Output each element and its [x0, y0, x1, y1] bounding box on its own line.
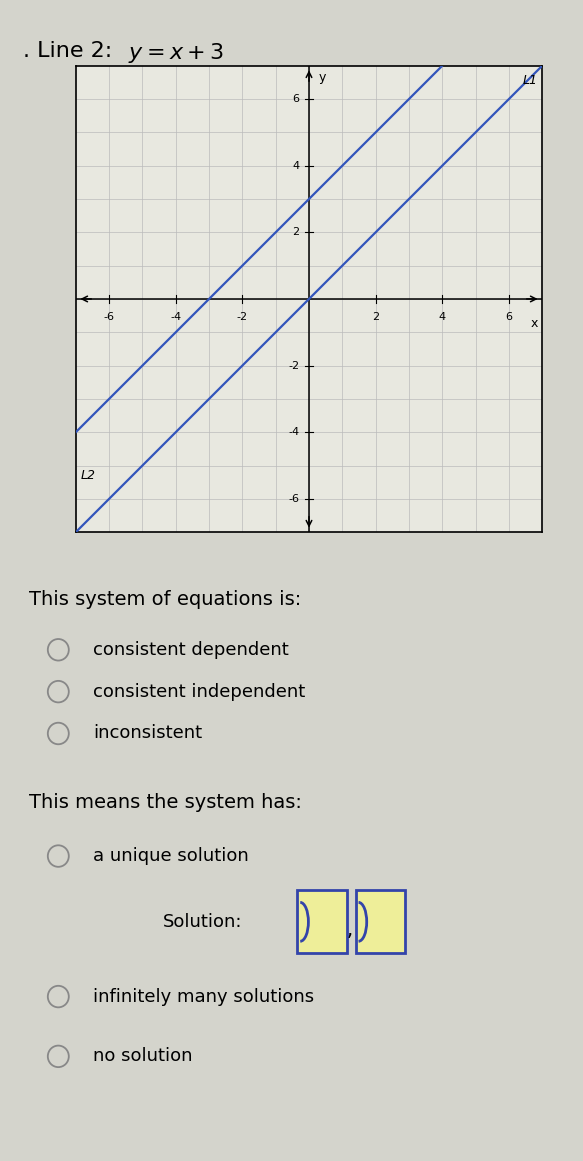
Text: -6: -6	[289, 493, 300, 504]
Text: inconsistent: inconsistent	[93, 724, 202, 743]
Text: This system of equations is:: This system of equations is:	[29, 590, 301, 610]
FancyBboxPatch shape	[297, 890, 347, 953]
Text: ,: ,	[347, 922, 353, 940]
Text: consistent dependent: consistent dependent	[93, 641, 289, 658]
Text: L1: L1	[522, 74, 537, 87]
Text: 4: 4	[293, 160, 300, 171]
Text: -6: -6	[104, 311, 115, 322]
Text: infinitely many solutions: infinitely many solutions	[93, 988, 314, 1005]
Text: no solution: no solution	[93, 1047, 193, 1066]
Text: Solution:: Solution:	[163, 913, 243, 931]
Text: consistent independent: consistent independent	[93, 683, 305, 700]
Text: 6: 6	[293, 94, 300, 104]
Text: L2: L2	[81, 469, 96, 482]
Text: x: x	[530, 317, 538, 330]
Text: a unique solution: a unique solution	[93, 848, 249, 865]
Text: -4: -4	[170, 311, 181, 322]
Text: y: y	[318, 71, 326, 84]
Text: -2: -2	[237, 311, 248, 322]
Text: -4: -4	[289, 427, 300, 438]
Text: 6: 6	[505, 311, 512, 322]
Text: 2: 2	[293, 228, 300, 237]
Text: . Line 2:: . Line 2:	[23, 41, 120, 60]
FancyBboxPatch shape	[356, 890, 405, 953]
Text: $y=x+3$: $y=x+3$	[128, 41, 224, 65]
Text: This means the system has:: This means the system has:	[29, 793, 302, 813]
Text: 2: 2	[372, 311, 379, 322]
Text: 4: 4	[438, 311, 446, 322]
Text: -2: -2	[289, 361, 300, 370]
